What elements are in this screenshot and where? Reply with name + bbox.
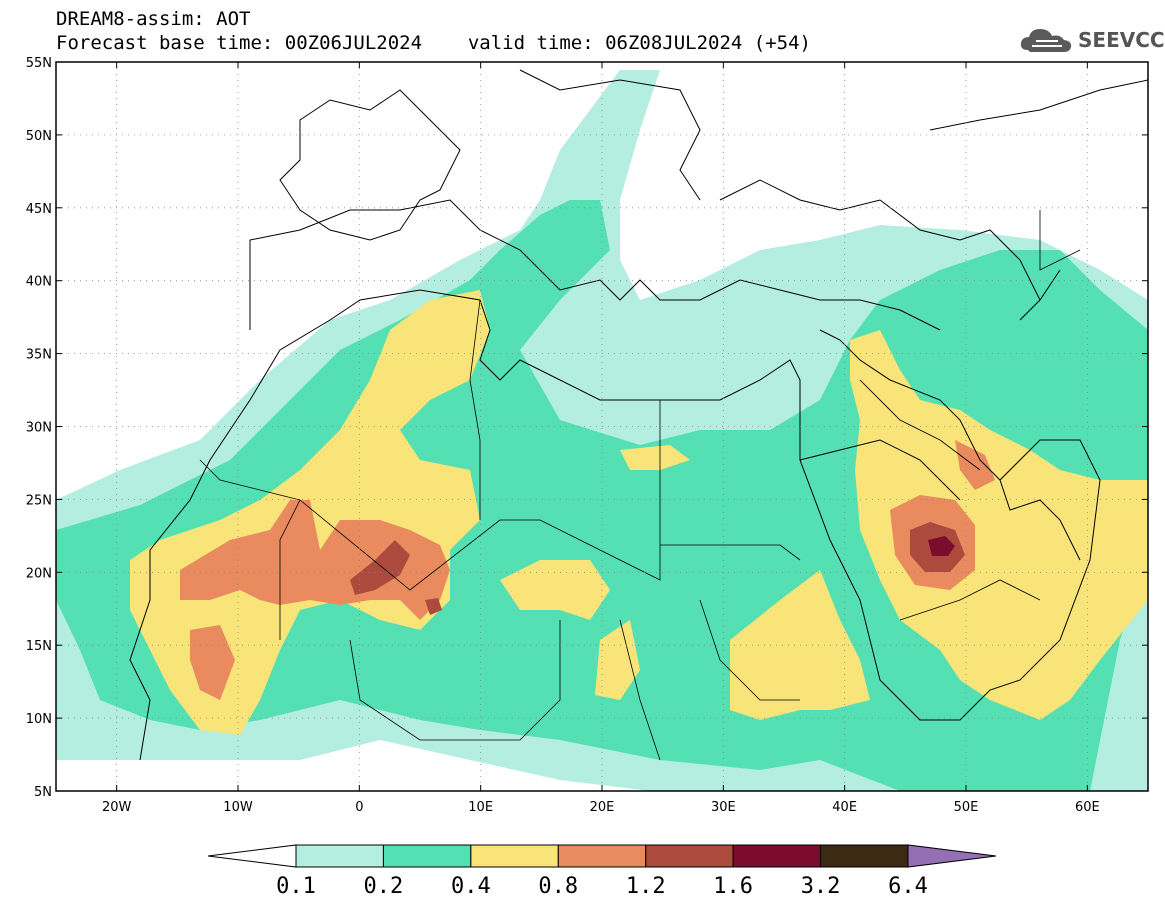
coastlines — [129, 69, 1148, 761]
latitude-axis: 55N 50N 45N 40N 35N 30N 25N 20N 15N 10N 5N — [26, 56, 1148, 800]
lat-tick-label: 10N — [26, 712, 52, 727]
forecast-base-time: Forecast base time: 00Z06JUL2024 — [56, 32, 423, 54]
longitude-axis: 20W 10W 0 10E 20E 30E 40E 50E 60E — [102, 62, 1100, 815]
colorbar-over-triangle — [907, 844, 997, 868]
colorbar-label: 1.2 — [626, 874, 666, 899]
seevccc-logo: SEEVCCC — [1018, 22, 1165, 58]
lon-tick-label: 30E — [711, 800, 736, 815]
lon-tick-label: 20W — [102, 800, 132, 815]
aot-field — [56, 70, 1148, 791]
lon-tick-label: 20E — [590, 800, 615, 815]
colorbar-swatch — [470, 844, 559, 868]
colorbar-under-triangle — [207, 844, 297, 868]
time-info: Forecast base time: 00Z06JUL2024 valid t… — [56, 32, 811, 54]
lat-tick-label: 30N — [26, 421, 52, 436]
cloud-icon — [1020, 29, 1072, 52]
colorbar-swatch — [295, 844, 384, 868]
colorbar-swatch — [557, 844, 647, 868]
lat-tick-label: 20N — [26, 566, 52, 581]
lat-tick-label: 50N — [26, 129, 52, 144]
lon-tick-label: 50E — [954, 800, 979, 815]
colorbar-label: 0.8 — [538, 874, 578, 899]
lat-tick-label: 55N — [26, 56, 52, 71]
colorbar-label: 6.4 — [888, 874, 928, 899]
aot-contour-0.4c — [620, 445, 690, 470]
aot-contour-0.8b — [190, 625, 235, 700]
lon-tick-label: 60E — [1075, 800, 1100, 815]
colorbar-label: 1.6 — [713, 874, 753, 899]
lat-tick-label: 25N — [26, 493, 52, 508]
colorbar-swatch — [645, 844, 734, 868]
lon-tick-label: 40E — [832, 800, 857, 815]
lat-tick-label: 40N — [26, 275, 52, 290]
colorbar-label: 3.2 — [801, 874, 841, 899]
aot-contour-1.6 — [928, 536, 955, 556]
aot-contour-0.8 — [180, 500, 450, 620]
colorbar-swatch — [382, 844, 472, 868]
graticule — [56, 62, 1148, 791]
colorbar-label: 0.2 — [364, 874, 404, 899]
aot-contour-0.4b — [500, 560, 610, 620]
aot-contour-0.4d — [595, 620, 640, 700]
lon-tick-label: 0 — [355, 800, 363, 815]
lat-tick-label: 15N — [26, 639, 52, 654]
colorbar-swatch — [820, 844, 909, 868]
aot-contour-0.4f — [850, 330, 1148, 720]
lat-tick-label: 35N — [26, 348, 52, 363]
lat-tick-label: 45N — [26, 202, 52, 217]
colorbar-label: 0.4 — [451, 874, 491, 899]
borders — [199, 210, 1081, 761]
aot-contour-1.2c — [425, 598, 442, 615]
lat-tick-label: 5N — [34, 785, 52, 800]
aot-contour-1.2 — [350, 540, 410, 595]
aot-contour-0.8d — [955, 440, 995, 490]
lon-tick-label: 10W — [223, 800, 253, 815]
colorbar-label: 0.1 — [276, 874, 316, 899]
colorbar: 0.1 0.2 0.4 0.8 1.2 1.6 3.2 6.4 — [207, 844, 997, 899]
logo-text: SEEVCCC — [1078, 28, 1165, 52]
valid-time: valid time: 06Z08JUL2024 (+54) — [467, 32, 811, 54]
lon-tick-label: 10E — [468, 800, 493, 815]
map-title: DREAM8-assim: AOT — [56, 8, 251, 30]
colorbar-swatch — [732, 844, 822, 868]
